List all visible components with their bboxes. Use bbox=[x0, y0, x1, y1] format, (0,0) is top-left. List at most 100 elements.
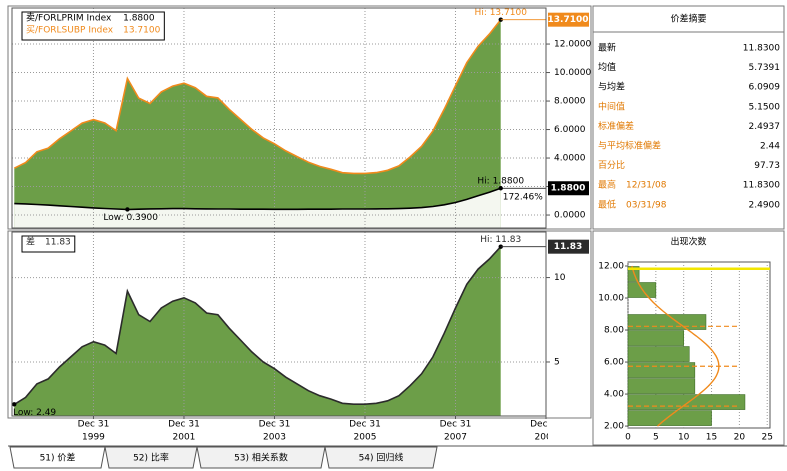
x-tick-label: Dec 31 bbox=[530, 420, 562, 430]
y-tick-label: 12.00 bbox=[598, 262, 624, 272]
x-tick-label: Dec 31 bbox=[349, 420, 381, 430]
plot-frame bbox=[11, 231, 547, 417]
x-tick-year: 2003 bbox=[263, 433, 286, 443]
legend-value: 1.8800 bbox=[123, 14, 155, 24]
top-panel bbox=[7, 5, 592, 230]
summary-date: 03/31/98 bbox=[626, 200, 667, 210]
y-tick-label: 2.00 bbox=[604, 422, 624, 432]
legend-name: 买/FORLSUBP Index bbox=[26, 25, 114, 36]
summary-label: 最低 bbox=[598, 198, 616, 210]
y-tick-label: 12.0000 bbox=[554, 40, 591, 50]
summary-value: 11.8300 bbox=[743, 44, 780, 54]
x-tick-label: Dec 31 bbox=[78, 420, 110, 430]
summary-label: 最新 bbox=[598, 42, 616, 54]
legend-box bbox=[21, 11, 165, 41]
x-tick-label: 20 bbox=[734, 433, 746, 443]
summary-date: 12/31/08 bbox=[626, 181, 667, 191]
summary-value: 6.0909 bbox=[749, 83, 781, 93]
x-tick-year: 1999 bbox=[82, 433, 105, 443]
summary-label: 最高 bbox=[598, 179, 616, 191]
low-label: Low: 0.3900 bbox=[103, 213, 158, 223]
value-tag bbox=[548, 12, 589, 27]
y-tick-label: 4.00 bbox=[604, 390, 624, 400]
tab[interactable] bbox=[196, 446, 326, 469]
change-label: 172.46% bbox=[503, 193, 543, 203]
hi-label: Hi: 11.83 bbox=[480, 235, 521, 245]
summary-label: 与均差 bbox=[598, 81, 625, 93]
y-tick-label: 8.0000 bbox=[554, 97, 586, 107]
bottom-panel bbox=[7, 230, 592, 419]
x-tick-label: Dec 31 bbox=[168, 420, 200, 430]
histogram-bar bbox=[627, 362, 696, 378]
tab[interactable] bbox=[9, 446, 106, 469]
tab-label[interactable]: 51) 价差 bbox=[40, 452, 76, 464]
histogram-bar bbox=[627, 378, 696, 394]
summary-label: 标准偏差 bbox=[598, 120, 634, 132]
summary-value: 5.7391 bbox=[749, 63, 781, 73]
y-tick-label: 4.0000 bbox=[554, 154, 586, 164]
x-tick-label: 10 bbox=[678, 433, 690, 443]
legend-name: 差 bbox=[26, 236, 35, 248]
area-fill bbox=[14, 188, 501, 228]
histogram-bar bbox=[627, 330, 684, 346]
value-tag-label: 11.83 bbox=[554, 242, 582, 252]
hi-marker bbox=[498, 186, 503, 191]
y-tick-label: 10.0000 bbox=[554, 68, 591, 78]
summary-value: 2.44 bbox=[760, 142, 780, 152]
hi-marker bbox=[498, 17, 503, 22]
summary-value: 2.4900 bbox=[749, 200, 781, 210]
x-tick-year: 2007 bbox=[444, 433, 467, 443]
x-tick-label: Dec 31 bbox=[440, 420, 472, 430]
y-tick-label: 0.0000 bbox=[554, 211, 586, 221]
low-label: Low: 2.49 bbox=[13, 408, 56, 418]
summary-title: 价差摘要 bbox=[670, 13, 706, 25]
tab[interactable] bbox=[324, 446, 438, 469]
low-marker bbox=[125, 207, 130, 212]
x-tick-year: 2005 bbox=[354, 433, 377, 443]
plot-frame bbox=[11, 7, 547, 229]
tab[interactable] bbox=[104, 446, 198, 469]
y-tick-label: 6.0000 bbox=[554, 125, 586, 135]
value-tag bbox=[548, 239, 589, 254]
area-fill bbox=[14, 19, 501, 229]
normal-curve bbox=[631, 265, 720, 427]
series-line bbox=[13, 19, 502, 175]
value-tag-label: 1.8800 bbox=[551, 184, 586, 194]
histogram-bar bbox=[627, 314, 707, 330]
series-line bbox=[13, 246, 502, 406]
legend-box bbox=[21, 235, 76, 253]
legend-value: 13.7100 bbox=[123, 26, 160, 36]
y-tick-label: 6.00 bbox=[604, 358, 624, 368]
y-tick-label: 8.00 bbox=[604, 326, 624, 336]
histogram-bar bbox=[627, 394, 746, 410]
value-tag bbox=[548, 181, 589, 196]
x-tick-label: Dec 31 bbox=[259, 420, 291, 430]
tab-label[interactable]: 53) 相关系数 bbox=[234, 452, 288, 464]
area-fill bbox=[14, 246, 501, 416]
y-tick-label: 5 bbox=[554, 357, 560, 367]
histogram-title: 出现次数 bbox=[670, 236, 706, 248]
tab-label[interactable]: 54) 回归线 bbox=[359, 452, 404, 464]
y-tick-label: 10 bbox=[554, 273, 566, 283]
histogram-bar bbox=[627, 346, 690, 362]
hi-marker bbox=[498, 244, 503, 249]
summary-panel bbox=[592, 5, 785, 230]
tab-label[interactable]: 52) 比率 bbox=[133, 452, 169, 464]
hi-label: Hi: 1.8800 bbox=[477, 177, 524, 187]
legend-name: 卖/FORLPRIM Index bbox=[26, 13, 112, 24]
x-tick-label: 25 bbox=[761, 433, 772, 443]
hi-label: Hi: 13.7100 bbox=[475, 8, 528, 18]
summary-label: 中间值 bbox=[598, 100, 625, 112]
x-tick-label: 15 bbox=[706, 433, 717, 443]
x-tick-label: 5 bbox=[653, 433, 659, 443]
value-tag-label: 13.7100 bbox=[548, 15, 589, 25]
summary-value: 11.8300 bbox=[743, 181, 780, 191]
low-marker bbox=[12, 402, 17, 407]
x-label-group: Dec 31 1999 Dec 31 2001 Dec 31 2003 Dec 31 2005… bbox=[78, 416, 562, 443]
summary-value: 5.1500 bbox=[749, 102, 781, 112]
summary-label: 与平均标准偏差 bbox=[598, 140, 661, 152]
y-tick-label: 10.00 bbox=[598, 294, 624, 304]
histogram-panel bbox=[592, 230, 785, 446]
summary-label: 百分比 bbox=[598, 159, 625, 171]
